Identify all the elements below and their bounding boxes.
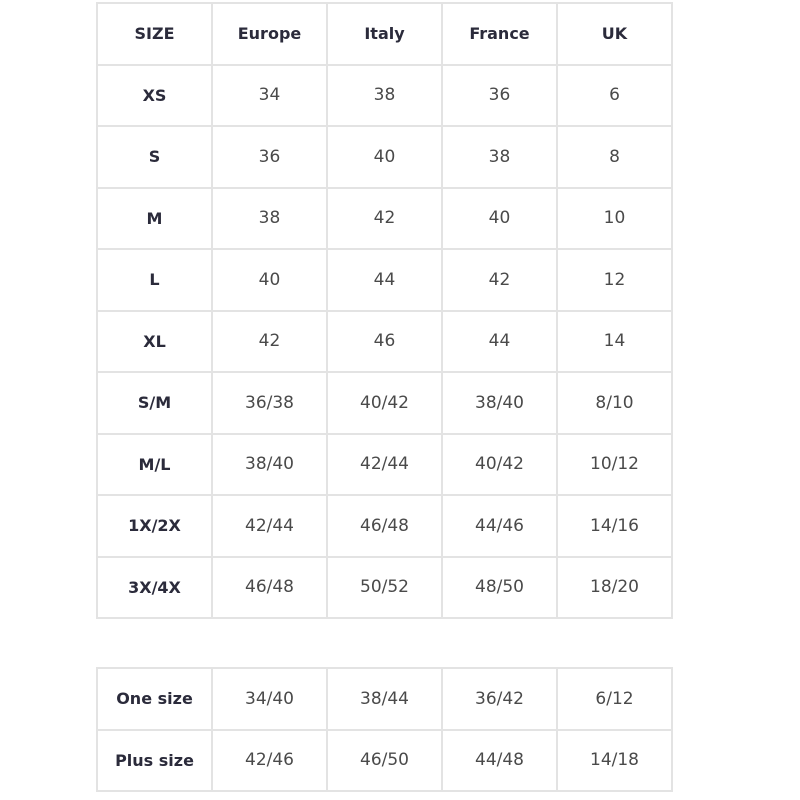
size-value-cell: 38 [441,125,558,189]
size-value-cell: 14 [556,309,673,373]
table-row: M/L 38/40 42/44 40/42 10/12 [96,432,673,496]
size-value-cell: 42/46 [211,728,328,792]
size-value-cell: 46/50 [326,728,443,792]
size-value-cell: 10 [556,186,673,250]
table-row: XS 34 38 36 6 [96,63,673,127]
size-value-cell: 36 [211,125,328,189]
size-value-cell: 42/44 [326,432,443,496]
table-row: S/M 36/38 40/42 38/40 8/10 [96,371,673,435]
size-value-cell: 44/48 [441,728,558,792]
size-value-cell: 10/12 [556,432,673,496]
size-value-cell: 40 [326,125,443,189]
special-sizes-table: One size 34/40 38/44 36/42 6/12 Plus size 42/4… [96,667,673,792]
size-label-cell: S [96,125,213,189]
size-value-cell: 48/50 [441,555,558,619]
size-value-cell: 38 [326,63,443,127]
size-value-cell: 44/46 [441,494,558,558]
size-value-cell: 6 [556,63,673,127]
size-label-cell: 3X/4X [96,555,213,619]
size-value-cell: 44 [441,309,558,373]
size-value-cell: 40/42 [326,371,443,435]
table-row: 3X/4X 46/48 50/52 48/50 18/20 [96,555,673,619]
table-row: XL 42 46 44 14 [96,309,673,373]
size-label-cell: M [96,186,213,250]
size-value-cell: 46 [326,309,443,373]
size-value-cell: 42/44 [211,494,328,558]
size-label-cell: L [96,248,213,312]
size-value-cell: 40/42 [441,432,558,496]
size-value-cell: 12 [556,248,673,312]
size-value-cell: 44 [326,248,443,312]
size-label-cell: XL [96,309,213,373]
size-value-cell: 8/10 [556,371,673,435]
size-label-cell: 1X/2X [96,494,213,558]
size-value-cell: 38/40 [211,432,328,496]
size-value-cell: 36/38 [211,371,328,435]
size-value-cell: 34 [211,63,328,127]
size-label-cell: Plus size [96,728,213,792]
size-value-cell: 36 [441,63,558,127]
column-header: France [441,2,558,66]
table-row: S 36 40 38 8 [96,125,673,189]
size-value-cell: 36/42 [441,667,558,731]
size-value-cell: 38/44 [326,667,443,731]
size-value-cell: 14/18 [556,728,673,792]
size-value-cell: 18/20 [556,555,673,619]
size-label-cell: S/M [96,371,213,435]
table-row: 1X/2X 42/44 46/48 44/46 14/16 [96,494,673,558]
column-header: Italy [326,2,443,66]
size-value-cell: 42 [326,186,443,250]
size-value-cell: 34/40 [211,667,328,731]
size-label-cell: One size [96,667,213,731]
column-header: Europe [211,2,328,66]
size-value-cell: 46/48 [211,555,328,619]
size-value-cell: 14/16 [556,494,673,558]
size-value-cell: 38/40 [441,371,558,435]
size-value-cell: 6/12 [556,667,673,731]
column-header: UK [556,2,673,66]
column-header: SIZE [96,2,213,66]
table-row: One size 34/40 38/44 36/42 6/12 [96,667,673,731]
size-value-cell: 38 [211,186,328,250]
size-value-cell: 8 [556,125,673,189]
size-value-cell: 40 [441,186,558,250]
header-row: SIZE Europe Italy France UK [96,2,673,66]
size-value-cell: 46/48 [326,494,443,558]
size-value-cell: 42 [441,248,558,312]
size-value-cell: 50/52 [326,555,443,619]
size-value-cell: 40 [211,248,328,312]
size-label-cell: XS [96,63,213,127]
table-row: Plus size 42/46 46/50 44/48 14/18 [96,728,673,792]
table-row: L 40 44 42 12 [96,248,673,312]
table-row: M 38 42 40 10 [96,186,673,250]
size-label-cell: M/L [96,432,213,496]
size-value-cell: 42 [211,309,328,373]
size-chart-table: SIZE Europe Italy France UK XS 34 38 36 6 S 36 40 38 8… [96,2,673,619]
